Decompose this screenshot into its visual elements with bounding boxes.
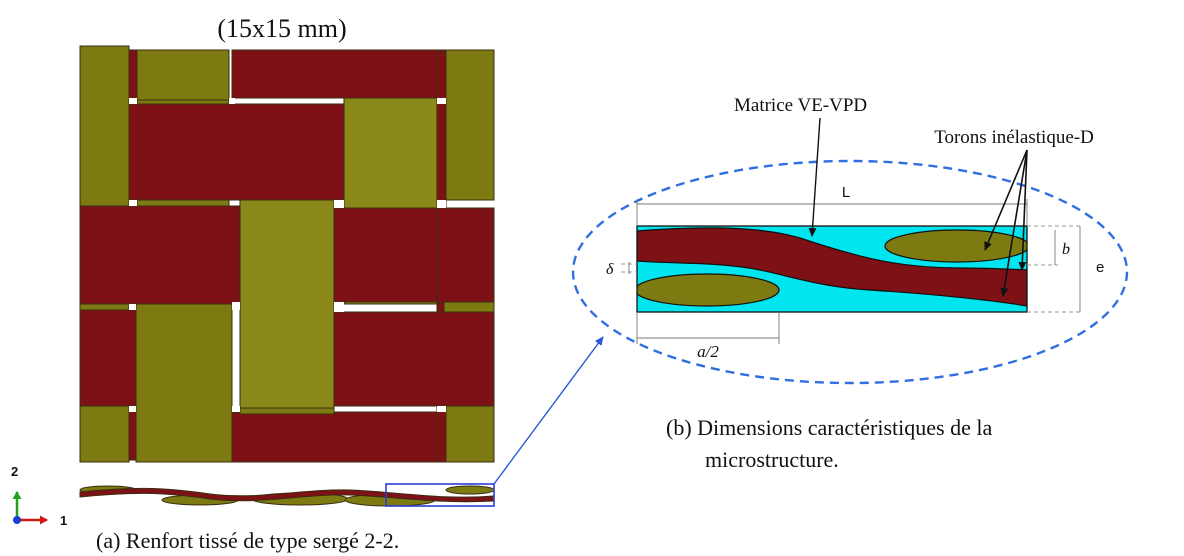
axis-1-label: 1 (60, 513, 67, 528)
zoom-ellipse (571, 159, 1129, 385)
dim-a2-label: a/2 (697, 342, 719, 361)
zoom-arrow (493, 336, 604, 485)
microstructure-cell (636, 225, 1028, 313)
matrix-arrow (808, 117, 821, 237)
axis-triad: 2 1 (11, 464, 67, 528)
dim-L-label: L (842, 184, 850, 201)
weave-size-label: (15x15 mm) (217, 14, 346, 43)
caption-b-line2: microstructure. (705, 447, 839, 472)
dim-delta-label: δ (606, 261, 614, 278)
twill-weave-image (79, 45, 495, 463)
caption-b-line1: (b) Dimensions caractéristiques de la (666, 415, 992, 440)
dim-b-label: b (1062, 241, 1070, 258)
caption-a: (a) Renfort tissé de type sergé 2-2. (96, 528, 399, 553)
tows-arrows (984, 149, 1028, 297)
dim-e-label: e (1096, 259, 1104, 276)
label-tows: Torons inélastique-D (934, 127, 1094, 148)
axis-2-label: 2 (11, 464, 18, 479)
label-matrix: Matrice VE-VPD (734, 95, 867, 116)
dimension-lines: L e b δ a/2 (606, 184, 1104, 361)
zoom-box (385, 483, 495, 507)
weave-cross-section (79, 483, 495, 507)
